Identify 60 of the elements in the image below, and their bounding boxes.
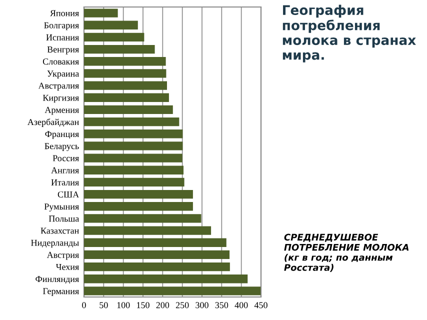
x-tick-label: 0 [82,302,86,308]
y-tick-label: Киргизия [42,94,79,103]
bar [84,190,193,199]
x-tick-label: 50 [100,302,108,308]
bar [84,20,138,30]
bar [84,154,182,162]
y-tick-label: Австрия [46,252,79,260]
bar [84,214,202,223]
bar [84,238,226,247]
bar [84,8,118,18]
bar [84,32,144,42]
y-tick-label: Армения [44,106,79,115]
y-tick-label: США [58,191,80,198]
bar [84,178,184,187]
bar [84,274,248,284]
bar [84,57,166,66]
y-tick-label: Австралия [38,82,79,91]
y-tick-label: Словакия [42,58,79,65]
y-tick-label: Украина [47,70,80,79]
bar [84,105,173,114]
y-tick-label: Беларусь [44,143,79,152]
bar [84,286,261,296]
x-tick-label: 150 [137,302,150,308]
y-tick-label: Румыния [44,204,79,212]
y-tick-label: Казахстан [40,228,79,234]
x-tick-label: 350 [215,302,228,308]
y-tick-label: Италия [51,179,79,186]
y-tick-label: Польша [48,216,80,222]
y-tick-label: Болгария [44,22,79,30]
bar [84,81,167,90]
y-tick-label: Германия [43,288,79,296]
y-tick-label: Чехия [56,264,79,270]
text: География потребления молока в странах мира. [282,4,416,62]
y-tick-label: Англия [51,167,79,174]
bar [84,142,183,150]
x-tick-label: 450 [254,302,268,308]
bar [84,226,212,235]
x-tick-label: 200 [156,302,170,308]
bar [84,262,230,272]
bar [84,202,193,211]
y-tick-label: Финляндия [36,276,79,284]
bar [84,250,230,260]
x-tick-label: 100 [117,302,130,308]
bar [84,44,155,54]
bar [84,130,183,138]
x-tick-label: 300 [196,302,208,308]
bar [84,69,166,78]
y-tick-label: Венгрия [47,46,79,54]
y-tick-label: Нидерланды [31,240,79,248]
x-tick-label: 400 [234,302,248,308]
bar [84,166,184,174]
x-tick-label: 250 [176,302,189,308]
bar [84,93,169,102]
bar [84,117,180,126]
y-tick-label: Азербайджан [28,118,79,127]
y-tick-label: Франция [45,131,79,139]
y-tick-label: Япония [50,10,79,16]
text: СРЕДНЕДУШЕВОЕ ПОТРЕБЛЕНИЕ МОЛОКА (кг в год; по данным Росстата) [284,234,409,272]
y-tick-label: Россия [52,155,79,162]
y-tick-label: Испания [46,34,79,40]
